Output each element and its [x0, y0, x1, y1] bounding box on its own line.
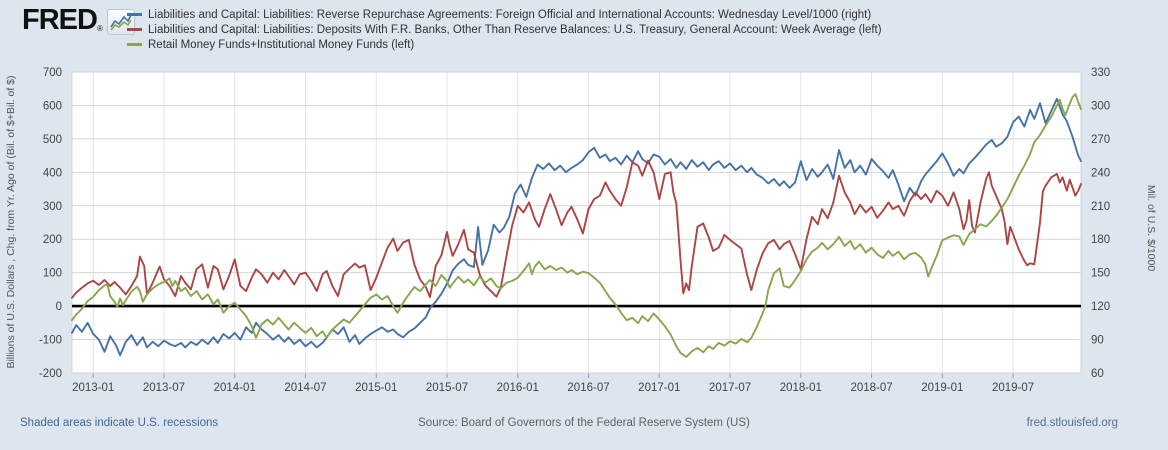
- right-tick-label: 210: [1091, 201, 1110, 213]
- left-tick-label: 700: [43, 67, 62, 79]
- left-tick-label: 200: [43, 234, 62, 246]
- left-tick-label: -100: [39, 335, 62, 347]
- legend-label: Retail Money Funds+Institutional Money F…: [148, 38, 415, 51]
- footer: Shaded areas indicate U.S. recessions So…: [0, 413, 1168, 437]
- left-tick-label: 400: [43, 167, 62, 179]
- x-tick-label: 2016-07: [567, 382, 609, 394]
- left-tick-label: -200: [39, 368, 62, 380]
- series-line-retail-institutional-money-funds: [71, 93, 1082, 358]
- x-tick-label: 2014-07: [284, 382, 326, 394]
- left-tick-label: 600: [43, 100, 62, 112]
- legend-item-treasury-account: Liabilities and Capital: Liabilities: De…: [127, 22, 882, 37]
- left-tick-label: 0: [56, 301, 62, 313]
- x-tick-label: 2014-01: [214, 382, 256, 394]
- x-tick-label: 2013-07: [143, 382, 185, 394]
- x-tick-label: 2019-01: [921, 382, 963, 394]
- recession-note: Shaded areas indicate U.S. recessions: [20, 417, 219, 429]
- legend-item-reverse-repo: Liabilities and Capital: Liabilities: Re…: [127, 7, 882, 22]
- right-tick-label: 120: [1091, 301, 1110, 313]
- legend-item-money-funds: Retail Money Funds+Institutional Money F…: [127, 37, 882, 52]
- right-tick-label: 270: [1091, 134, 1110, 146]
- legend-line-green-icon: [127, 43, 142, 46]
- plot-background: [71, 71, 1082, 374]
- header: FRED ® Liabilities and Capital: Liabiliti…: [0, 0, 1168, 60]
- x-tick-label: 2017-01: [638, 382, 680, 394]
- x-tick-label: 2017-07: [709, 382, 751, 394]
- left-tick-label: 100: [43, 268, 62, 280]
- legend: Liabilities and Capital: Liabilities: Re…: [127, 7, 882, 52]
- right-tick-label: 240: [1091, 167, 1110, 179]
- series-line-treasury-general-account: [71, 159, 1082, 299]
- fred-site-link[interactable]: fred.stlouisfed.org: [1026, 417, 1118, 429]
- legend-label: Liabilities and Capital: Liabilities: De…: [148, 23, 882, 36]
- x-tick-label: 2016-01: [497, 382, 539, 394]
- left-axis-title: Billions of U.S. Dollars , Chg. from Yr.…: [5, 75, 17, 368]
- x-tick-label: 2018-01: [780, 382, 822, 394]
- x-tick-label: 2018-07: [850, 382, 892, 394]
- right-tick-label: 180: [1091, 234, 1110, 246]
- legend-line-red-icon: [127, 28, 142, 31]
- fred-logo: FRED ®: [22, 6, 135, 35]
- source-note: Source: Board of Governors of the Federa…: [418, 417, 750, 429]
- legend-line-blue-icon: [127, 13, 142, 16]
- right-tick-label: 90: [1091, 335, 1104, 347]
- right-tick-label: 150: [1091, 268, 1110, 280]
- legend-label: Liabilities and Capital: Liabilities: Re…: [148, 8, 872, 21]
- right-axis-title: Mil. of U.S. $/1000: [1145, 185, 1157, 272]
- left-tick-label: 500: [43, 134, 62, 146]
- x-tick-label: 2019-07: [992, 382, 1034, 394]
- left-tick-label: 300: [43, 201, 62, 213]
- fred-logo-text: FRED: [22, 4, 98, 36]
- series-line-reverse-repo-foreign-official: [71, 97, 1082, 357]
- right-tick-label: 330: [1091, 67, 1110, 79]
- x-tick-label: 2015-07: [426, 382, 468, 394]
- right-tick-label: 300: [1091, 100, 1110, 112]
- registered-mark: ®: [96, 24, 103, 33]
- x-tick-label: 2015-01: [355, 382, 397, 394]
- right-tick-label: 60: [1091, 368, 1104, 380]
- x-tick-label: 2013-01: [72, 382, 114, 394]
